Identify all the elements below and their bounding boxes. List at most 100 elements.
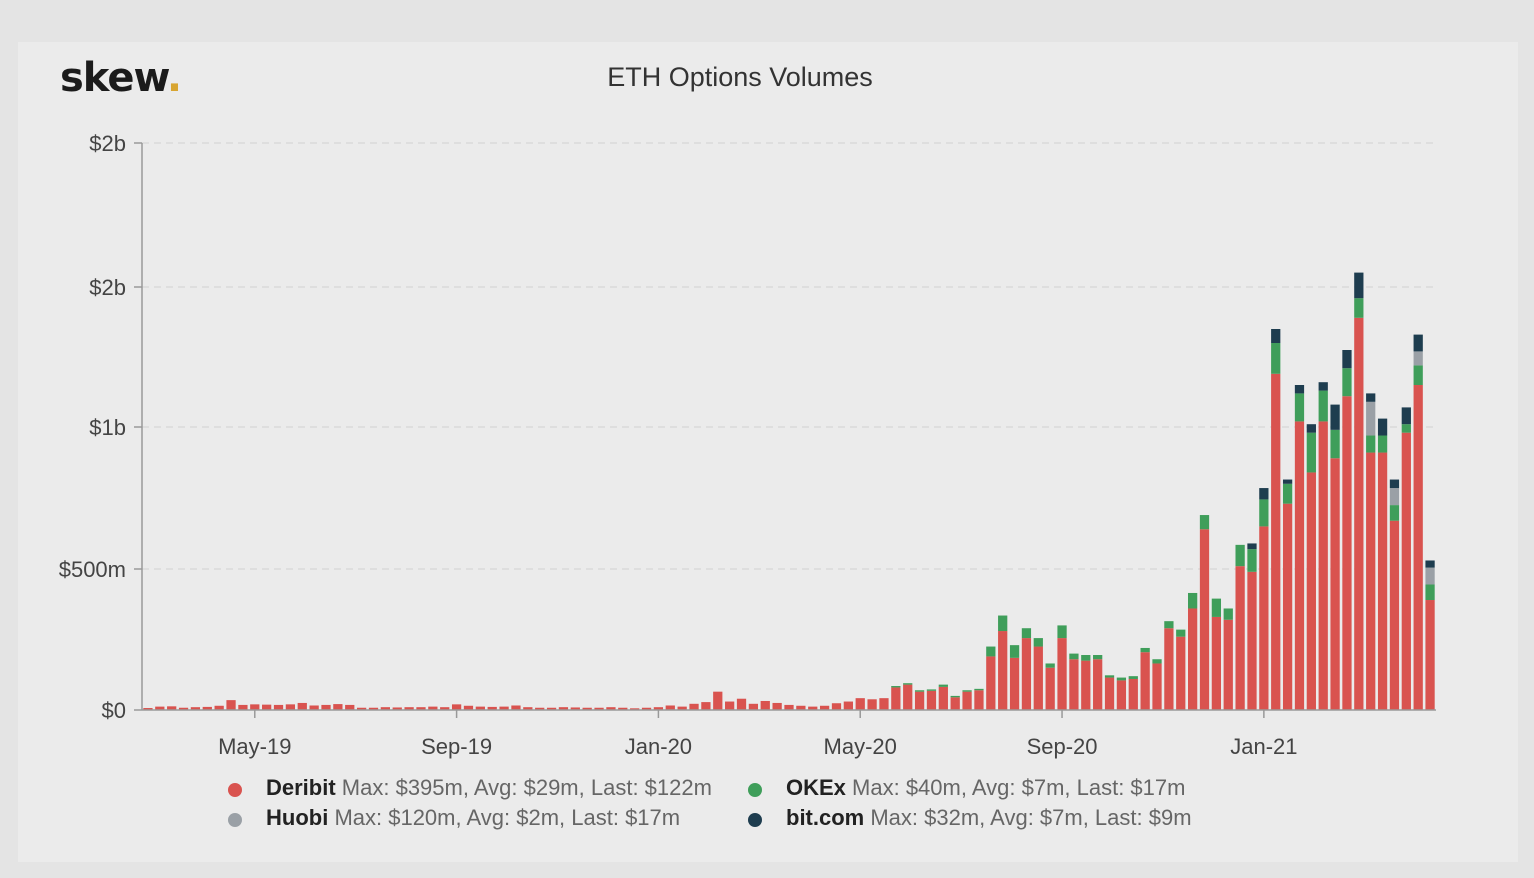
bar-segment-bitcom [1413, 334, 1423, 352]
legend-item[interactable]: Deribit Max: $395m, Avg: $29m, Last: $12… [228, 774, 712, 802]
bar-segment-deribit [618, 707, 628, 710]
bar-segment-deribit [356, 707, 367, 710]
bar-segment-deribit [760, 700, 770, 710]
bar-segment-deribit [1366, 452, 1376, 710]
bar-segment-bitcom [1259, 488, 1269, 500]
legend-marker-icon [748, 783, 762, 797]
bar-segment-deribit [1128, 678, 1138, 710]
bar-segment-okex [1401, 424, 1411, 433]
bar-segment-deribit [926, 690, 937, 710]
bar-segment-deribit [962, 691, 972, 710]
bar-segment-okex [998, 615, 1008, 632]
bar-segment-deribit [1140, 652, 1150, 710]
bar-segment-deribit [1069, 659, 1079, 710]
bar-segment-okex [1104, 675, 1115, 678]
bar-segment-deribit [986, 656, 996, 710]
bar-segment-okex [1199, 515, 1210, 530]
chart-panel [18, 42, 1518, 862]
y-tick-label: $2b [89, 131, 126, 156]
bar-segment-bitcom [1282, 479, 1293, 484]
x-tick-label: Jan-21 [1230, 734, 1297, 759]
bar-segment-okex [1318, 390, 1328, 422]
bar-segment-deribit [1033, 646, 1043, 710]
legend-marker-icon [748, 813, 762, 827]
logo-dot: . [166, 55, 182, 101]
bar-segment-deribit [546, 707, 557, 710]
bar-segment-bitcom [1294, 385, 1305, 394]
bar-segment-okex [1306, 432, 1316, 473]
bar-segment-deribit [1116, 680, 1127, 710]
bar-segment-deribit [297, 702, 307, 710]
bar-segment-deribit [1152, 663, 1162, 710]
bar-segment-okex [1294, 393, 1305, 422]
bar-segment-okex [962, 690, 972, 692]
bar-segment-deribit [914, 691, 925, 710]
bar-segment-deribit [677, 706, 687, 710]
bar-segment-okex [1211, 598, 1222, 617]
bar-segment-okex [1354, 298, 1364, 318]
bar-segment-okex [1152, 659, 1162, 664]
bar-segment-okex [891, 686, 901, 688]
axes: $0 $500m $1b $2b $2b May-19 Sep-19 Jan-20 May-20… [59, 131, 1436, 759]
legend-item[interactable]: bit.com Max: $32m, Avg: $7m, Last: $9m [748, 804, 1192, 832]
bar-segment-deribit [665, 705, 675, 710]
bar-segment-deribit [831, 703, 842, 710]
bar-segment-okex [986, 646, 996, 657]
bar-segment-deribit [167, 706, 177, 710]
bar-segment-deribit [1354, 317, 1364, 710]
bar-segment-deribit [606, 707, 616, 710]
bar-segment-huobi [1413, 351, 1423, 366]
bar-segment-deribit [784, 704, 794, 710]
bar-segment-okex [1366, 435, 1376, 453]
bar-segment-okex [1021, 628, 1032, 639]
bar-segment-deribit [487, 706, 497, 710]
logo-text: skew [60, 55, 168, 101]
bar-segment-okex [1282, 483, 1293, 504]
bar-segment-deribit [202, 706, 212, 710]
bar-segment-deribit [463, 705, 474, 710]
bar-segment-deribit [819, 705, 830, 710]
bar-segment-deribit [1389, 520, 1400, 710]
bar-segment-deribit [1045, 667, 1055, 710]
bar-segment-deribit [143, 708, 153, 710]
legend-series-stats: Max: $40m, Avg: $7m, Last: $17m [845, 775, 1186, 800]
bar-segment-okex [1093, 655, 1103, 660]
bar-segment-huobi [1389, 488, 1400, 506]
legend-series-stats: Max: $395m, Avg: $29m, Last: $122m [335, 775, 712, 800]
bar-segment-deribit [1188, 608, 1198, 710]
bar-segment-deribit [1259, 526, 1269, 710]
bar-segment-deribit [879, 698, 889, 710]
bar-segment-deribit [570, 707, 580, 710]
bar-segment-deribit [416, 707, 426, 710]
bar-segment-okex [1045, 663, 1055, 668]
x-tick-label: Sep-20 [1027, 734, 1098, 759]
legend-series-stats: Max: $120m, Avg: $2m, Last: $17m [328, 805, 681, 830]
bar-segment-deribit [713, 691, 723, 710]
bar-segment-deribit [392, 707, 402, 710]
bar-segment-okex [1164, 621, 1174, 629]
bar-segment-deribit [582, 707, 592, 710]
bar-segment-deribit [796, 705, 806, 710]
bar-segment-deribit [558, 707, 569, 710]
bar-segment-deribit [903, 684, 913, 710]
legend-item[interactable]: OKEx Max: $40m, Avg: $7m, Last: $17m [748, 774, 1185, 802]
bar-segment-deribit [499, 706, 509, 710]
bar-segment-deribit [535, 707, 545, 710]
bar-segment-deribit [891, 687, 901, 710]
bar-segment-okex [1033, 638, 1043, 647]
bar-segment-deribit [250, 704, 260, 710]
bar-segment-deribit [321, 704, 331, 710]
legend-item[interactable]: Huobi Max: $120m, Avg: $2m, Last: $17m [228, 804, 680, 832]
bar-segment-bitcom [1389, 479, 1400, 489]
bar-segment-deribit [1009, 657, 1020, 710]
bar-segment-deribit [1425, 600, 1435, 710]
bar-segment-deribit [1401, 432, 1411, 710]
bar-segment-okex [950, 695, 960, 698]
bar-segment-bitcom [1366, 393, 1376, 402]
bar-segment-deribit [273, 704, 284, 710]
legend-series-stats: Max: $32m, Avg: $7m, Last: $9m [864, 805, 1192, 830]
bars [143, 272, 1435, 710]
bar-segment-deribit [309, 705, 319, 710]
bar-segment-deribit [1081, 660, 1091, 710]
